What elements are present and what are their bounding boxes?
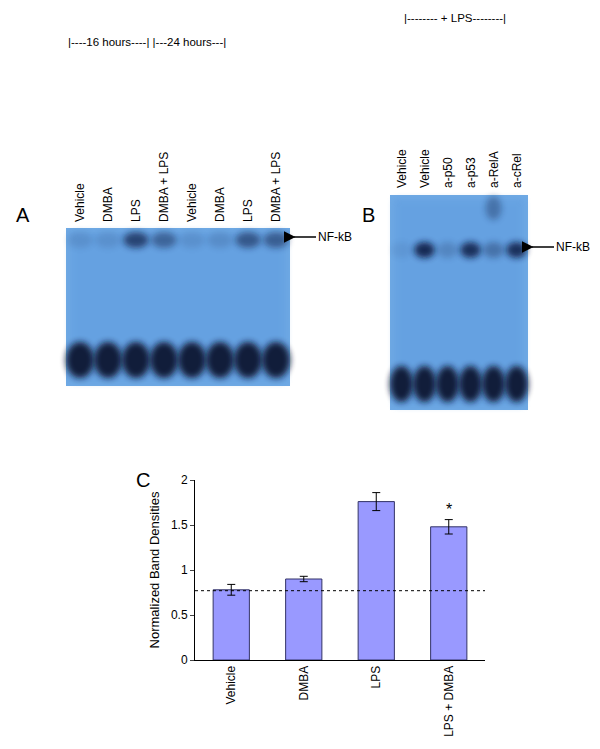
svg-text:a-cRel: a-cRel <box>510 153 524 188</box>
svg-text:LPS: LPS <box>129 199 143 222</box>
svg-text:*: * <box>446 501 452 518</box>
svg-text:LPS: LPS <box>241 199 255 222</box>
svg-text:DMBA + LPS: DMBA + LPS <box>269 152 283 222</box>
svg-text:a-p53: a-p53 <box>464 157 478 188</box>
svg-text:A: A <box>16 204 30 226</box>
svg-text:a-RelA: a-RelA <box>487 151 501 188</box>
svg-text:Vehicle: Vehicle <box>224 665 238 704</box>
svg-text:DMBA + LPS: DMBA + LPS <box>157 152 171 222</box>
svg-text:a-p50: a-p50 <box>441 157 455 188</box>
svg-text:DMBA: DMBA <box>297 666 311 701</box>
svg-text:Vehicle: Vehicle <box>73 183 87 222</box>
svg-text:NF-kB: NF-kB <box>318 230 352 244</box>
svg-text:LPS + DMBA: LPS + DMBA <box>442 666 456 737</box>
svg-text:|----16 hours----| |---24 hour: |----16 hours----| |---24 hours---| <box>68 36 226 48</box>
svg-text:2: 2 <box>181 473 188 487</box>
svg-text:Vehicle: Vehicle <box>395 149 409 188</box>
svg-text:0.5: 0.5 <box>171 608 188 622</box>
svg-text:Vehicle: Vehicle <box>185 183 199 222</box>
svg-text:LPS: LPS <box>369 666 383 689</box>
svg-text:|-------- + LPS--------|: |-------- + LPS--------| <box>404 12 506 24</box>
svg-text:1: 1 <box>181 563 188 577</box>
svg-text:Normalized Band Densities: Normalized Band Densities <box>147 491 162 648</box>
svg-text:B: B <box>362 204 375 226</box>
svg-text:DMBA: DMBA <box>213 187 227 222</box>
svg-text:1.5: 1.5 <box>171 518 188 532</box>
svg-text:C: C <box>136 469 150 491</box>
svg-text:NF-kB: NF-kB <box>556 240 590 254</box>
svg-text:DMBA: DMBA <box>101 187 115 222</box>
svg-text:0: 0 <box>181 653 188 667</box>
svg-text:Vehicle: Vehicle <box>418 149 432 188</box>
